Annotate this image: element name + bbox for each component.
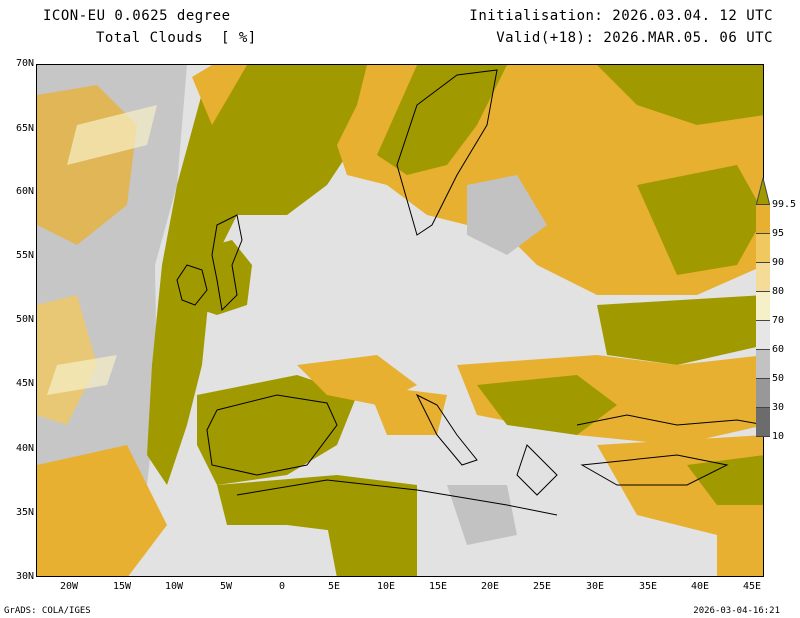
colorbar-label: 95: [772, 228, 785, 239]
britain-coast: [211, 214, 243, 312]
cloud-patch: [717, 515, 763, 576]
lon-label: 40E: [690, 581, 710, 592]
cloud-patch: [367, 385, 447, 435]
lon-label: 45E: [742, 581, 762, 592]
footer-timestamp: 2026-03-04-16:21: [693, 606, 780, 616]
lon-label: 15E: [428, 581, 448, 592]
lat-label: 50N: [15, 314, 34, 325]
colorbar-step: [756, 233, 770, 262]
lon-label: 5E: [327, 581, 341, 592]
footer-credit: GrADS: COLA/IGES: [4, 606, 91, 616]
lat-label: 60N: [15, 186, 34, 197]
initialisation-time: Initialisation: 2026.03.04. 12 UTC: [469, 8, 773, 24]
greece-coast: [516, 444, 558, 496]
overcast-patch: [637, 165, 763, 275]
lat-label: 45N: [15, 378, 34, 389]
italy-coast: [415, 393, 478, 466]
lat-label: 35N: [15, 507, 34, 518]
overcast-band: [147, 65, 367, 485]
colorbar-label: 60: [772, 344, 785, 355]
lon-label: 20W: [59, 581, 79, 592]
overcast-patch: [597, 295, 763, 365]
lat-label: 70N: [15, 58, 34, 69]
colorbar-label: 50: [772, 373, 785, 384]
scandinavia-coast: [396, 69, 498, 236]
colorbar-label: 70: [772, 315, 785, 326]
lon-label: 0: [278, 581, 286, 592]
lon-label: 25E: [532, 581, 552, 592]
parameter-title: Total Clouds [ %]: [96, 30, 257, 46]
lon-label: 10E: [376, 581, 396, 592]
turkey-coast: [580, 454, 729, 486]
colorbar-step: [756, 349, 770, 378]
colorbar-max-triangle: [756, 178, 770, 206]
clear-patch: [467, 175, 547, 255]
colorbar-label: 80: [772, 286, 785, 297]
overcast-patch: [327, 525, 417, 576]
overcast-patch: [377, 65, 507, 175]
overcast-patch: [687, 455, 763, 505]
lon-label: 15W: [112, 581, 132, 592]
coastlines: [176, 69, 763, 516]
ireland-coast: [176, 264, 208, 306]
colorbar-step: [756, 204, 770, 233]
lon-label: 20E: [480, 581, 500, 592]
colorbar-step: [756, 320, 770, 349]
overcast-patch: [177, 240, 252, 315]
model-title: ICON-EU 0.0625 degree: [43, 8, 231, 24]
colorbar-label: 30: [772, 402, 785, 413]
colorbar-step: [756, 378, 770, 407]
iberia-coast: [206, 394, 338, 476]
cloud-patch: [192, 65, 247, 125]
colorbar-step: [756, 291, 770, 320]
lat-label: 55N: [15, 250, 34, 261]
overcast-patch: [477, 375, 617, 435]
black-sea-coast: [576, 414, 763, 426]
lon-label: 5W: [219, 581, 233, 592]
lat-label: 40N: [15, 443, 34, 454]
cloud-streak: [47, 355, 117, 395]
cloud-streak: [67, 105, 157, 165]
lon-label: 30E: [585, 581, 605, 592]
iberia-cloud: [197, 375, 357, 485]
north-africa-coast: [236, 479, 558, 516]
overcast-patch: [597, 65, 763, 125]
clear-patch: [447, 485, 517, 545]
cloud-map: [36, 64, 764, 577]
lat-label: 30N: [15, 571, 34, 582]
colorbar-label: 90: [772, 257, 785, 268]
colorbar-step: [756, 407, 770, 437]
lon-label: 35E: [638, 581, 658, 592]
colorbar-label: 99.5: [772, 199, 797, 210]
lon-label: 10W: [164, 581, 184, 592]
lat-label: 65N: [15, 123, 34, 134]
cloud-patch: [37, 445, 167, 576]
colorbar-step: [756, 262, 770, 291]
valid-time: Valid(+18): 2026.MAR.05. 06 UTC: [496, 30, 773, 46]
colorbar-label: 10: [772, 431, 785, 442]
cloud-map-canvas: [37, 65, 763, 576]
